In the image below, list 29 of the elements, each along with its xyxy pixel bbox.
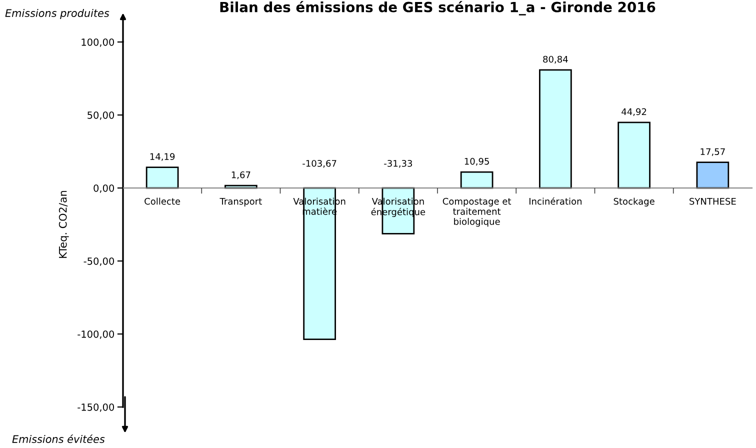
bar xyxy=(696,162,730,189)
x-tick-label: Incinération xyxy=(529,197,582,205)
bar xyxy=(460,171,494,189)
data-label: 80,84 xyxy=(543,56,568,64)
data-label: 44,92 xyxy=(622,108,646,116)
bar xyxy=(539,69,572,189)
bar xyxy=(146,166,179,189)
x-tick-label: SYNTHESE xyxy=(690,198,736,205)
data-label: -31,33 xyxy=(384,160,412,168)
y-tick-label: -150,00 xyxy=(78,403,114,412)
chart-title: Bilan des émissions de GES scénario 1_a - Gironde 2016 xyxy=(220,1,656,16)
y-tick-label: 50,00 xyxy=(88,111,114,120)
x-tick-label: Stockage xyxy=(614,198,654,206)
y-tick-label: 0,00 xyxy=(94,184,114,193)
x-tick-label: Collecte xyxy=(144,198,180,205)
y-tick-label: -100,00 xyxy=(78,330,114,339)
x-tick-label: Compostage et traitement biologique xyxy=(442,198,512,227)
data-label: 14,19 xyxy=(150,153,175,161)
data-label: 10,95 xyxy=(464,158,489,166)
y-axis-title: KTeq. CO2/an xyxy=(58,190,69,258)
data-label: 1,67 xyxy=(232,171,250,180)
data-label: 17,57 xyxy=(700,148,725,156)
text: Emissions évitées xyxy=(12,434,105,444)
data-label: -103,67 xyxy=(302,160,336,168)
bar xyxy=(618,122,650,189)
y-tick-label: -50,00 xyxy=(84,257,114,266)
x-tick-label: Transport xyxy=(220,198,262,206)
text: Emissions produites xyxy=(5,8,110,20)
y-tick-label: 100,00 xyxy=(82,38,114,47)
